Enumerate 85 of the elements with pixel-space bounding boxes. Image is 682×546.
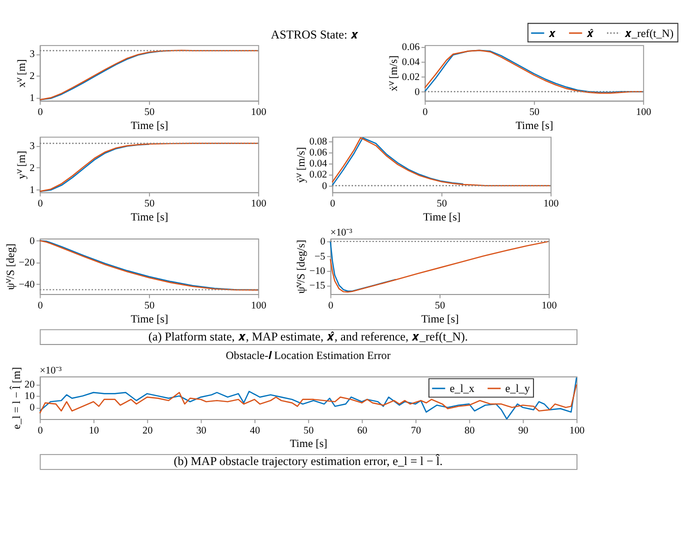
text: ×10⁻³ [330, 228, 352, 239]
y-tick-label: 0.06 [309, 148, 328, 159]
x-tick-label: 50 [144, 198, 155, 210]
line-series [332, 137, 464, 186]
x-tick-label: 100 [251, 300, 266, 312]
y-tick-label: 0.02 [309, 170, 328, 181]
x-tick-label: 40 [250, 425, 260, 436]
y-axis-title: e_l = l − l̂ [m] [9, 367, 23, 430]
chart-title: Obstacle-𝒍 Location Estimation Error [226, 350, 391, 362]
x-tick-label: 50 [304, 425, 314, 436]
y-tick-label: 10 [24, 391, 35, 402]
x-axis-title: Time [s] [290, 438, 328, 450]
x-tick-label: 50 [436, 198, 447, 210]
y-axis-title: ẋⱽ [m/s] [388, 55, 400, 92]
y-axis-title: ψⱽ/S [deg] [5, 244, 18, 290]
x-tick-label: 100 [543, 198, 559, 210]
x-axis-title: Time [s] [130, 211, 168, 224]
legend-label: e_l_x [450, 383, 475, 396]
y-tick-label: 0 [414, 86, 420, 98]
x-tick-label: 100 [636, 106, 652, 118]
x-tick-label: 0 [38, 198, 43, 210]
y-tick-label: −40 [18, 279, 35, 290]
y-tick-label: −5 [314, 251, 326, 262]
x-tick-label: 90 [518, 425, 528, 436]
y-tick-label: 0.08 [309, 136, 328, 148]
x-tick-label: 70 [410, 425, 422, 436]
y-axis-title: ẏⱽ [m/s] [296, 147, 308, 183]
legend-label: 𝒙 [548, 28, 557, 40]
y-tick-label: 0.02 [402, 72, 420, 83]
x-axis-title: Time [s] [130, 120, 168, 132]
y-tick-label: 1 [30, 184, 35, 196]
legend-label: 𝒙̂ [586, 28, 595, 40]
x-axis-title: Time [s] [423, 211, 461, 224]
x-tick-label: 0 [38, 425, 43, 436]
y-tick-label: 0 [320, 236, 326, 248]
x-tick-label: 100 [251, 198, 266, 210]
x-tick-label: 50 [144, 106, 155, 118]
x-tick-label: 0 [330, 198, 336, 210]
y-tick-label: 0.04 [309, 158, 328, 170]
line-series [39, 144, 150, 192]
x-tick-label: 50 [144, 300, 155, 312]
y-tick-label: 2 [30, 162, 35, 174]
x-axis-title: Time [s] [421, 313, 459, 326]
y-axis-title: yⱽ [m] [16, 150, 28, 180]
x-tick-label: 20 [142, 425, 153, 436]
x-tick-label: 100 [251, 106, 266, 118]
line-series [39, 240, 259, 291]
x-tick-label: 60 [357, 425, 368, 436]
x-tick-label: 100 [569, 425, 585, 436]
y-tick-label: 0.04 [402, 56, 420, 68]
y-tick-label: −20 [18, 258, 35, 269]
line-series [332, 137, 552, 186]
y-tick-label: 0.06 [402, 42, 420, 53]
y-tick-label: 2 [30, 71, 35, 82]
x-tick-label: 0 [38, 300, 43, 312]
line-series [39, 376, 578, 420]
y-tick-label: 0 [30, 402, 35, 414]
x-tick-label: 80 [464, 425, 475, 436]
text: ×10⁻³ [40, 366, 62, 377]
y-tick-label: 20 [24, 380, 35, 391]
x-tick-label: 0 [38, 106, 43, 118]
x-tick-label: 100 [542, 300, 557, 312]
text: (b) MAP obstacle trajectory estimation error, e_l = l − l̂. [174, 453, 443, 468]
y-tick-label: 3 [30, 49, 35, 60]
y-tick-label: 3 [30, 140, 35, 152]
y-tick-label: 0 [322, 180, 328, 192]
y-tick-label: −10 [309, 266, 326, 277]
x-tick-label: 10 [88, 425, 100, 436]
x-tick-label: 50 [434, 300, 446, 312]
legend-label: 𝒙_ref(t_N) [624, 28, 674, 40]
x-axis-title: Time [s] [516, 120, 554, 132]
line-series [330, 240, 396, 292]
x-axis-title: Time [s] [130, 313, 168, 326]
y-tick-label: 0 [30, 236, 35, 247]
line-series [39, 384, 578, 414]
x-tick-label: 30 [196, 425, 206, 436]
y-tick-label: 1 [30, 93, 35, 104]
y-axis-title: xⱽ [m] [16, 59, 28, 88]
text: (a) Platform state, 𝒙, MAP estimate, 𝒙̂, and reference, 𝒙_ref(t_N). [148, 329, 468, 344]
y-axis-title: ψ̇ⱽ/S [deg/s] [296, 240, 308, 294]
y-tick-label: −15 [309, 280, 326, 292]
text: ASTROS State: 𝒙 [270, 28, 358, 42]
x-tick-label: 0 [422, 106, 428, 118]
x-tick-label: 50 [529, 106, 540, 118]
legend-label: e_l_y [505, 383, 530, 396]
